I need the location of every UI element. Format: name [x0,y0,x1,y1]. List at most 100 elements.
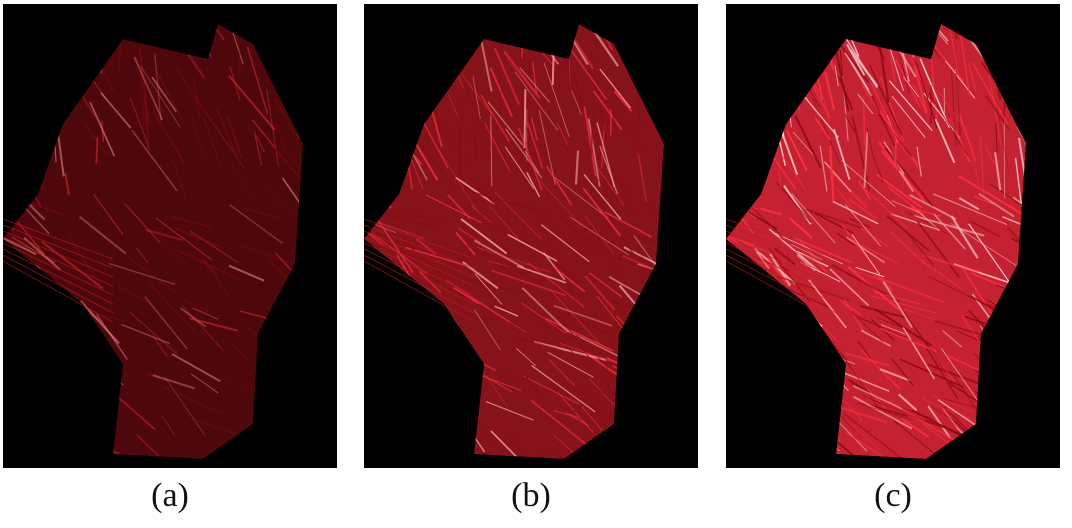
fiber-strand [32,48,36,106]
fiber-strand [530,399,588,447]
fiber-strand [144,296,188,350]
fiber-strand [1028,55,1031,129]
fiber-strand [1052,4,1056,14]
fiber-strand [23,237,61,271]
fiber-strand [726,171,731,220]
fiber-strand [527,261,585,308]
fiber-strand [554,176,609,219]
fiber-strand [958,197,980,211]
fiber-strand [729,409,759,422]
fiber-strand [3,394,31,409]
fiber-strand [259,418,291,454]
fiber-strand [491,269,566,296]
fiber-strand [864,188,909,230]
fiber-strand [756,24,788,26]
fiber-strand [490,430,526,459]
fiber-strand [17,422,38,435]
fiber-strand [843,413,904,459]
fiber-strand [364,301,402,319]
fiber-strand [1040,136,1053,170]
fiber-strand [401,24,436,45]
fiber-strand [3,157,5,201]
fiber-strand [435,24,464,88]
fiber-strand [433,370,453,390]
fiber-strand [636,4,669,12]
fiber-strand [271,24,286,26]
fiber-strand [649,24,664,51]
stray-fiber [726,248,837,305]
fiber-strand [742,305,778,351]
fiber-strand [419,59,432,118]
fiber-strand [947,111,960,146]
fiber-strand [606,224,664,248]
stray-fiber [3,230,114,278]
fiber-strand [563,218,588,245]
fiber-strand [523,229,560,259]
fiber-strand [590,4,641,22]
fiber-strand [422,38,451,77]
fiber-strand [500,89,518,118]
stray-fiber [726,236,837,287]
fiber-strand [364,206,397,234]
fiber-strand [981,4,986,21]
fiber-strand [879,109,919,168]
fiber-strand [775,232,844,265]
fiber-strand [651,361,664,371]
fiber-strand [425,24,452,34]
fiber-strand [853,395,913,430]
fiber-strand [1017,137,1026,193]
fiber-strand [258,405,277,429]
fiber-strand [136,434,160,457]
fiber-strand [726,332,739,351]
fiber-strand [402,321,428,331]
fiber-strand [100,92,132,129]
fiber-strand [171,353,221,383]
fiber-strand [858,180,872,200]
fiber-strand [78,215,127,255]
fiber-strand [759,24,791,28]
fiber-strand [533,340,607,362]
fiber-strand [726,114,738,161]
fiber-strand [987,24,991,34]
fiber-strand [851,116,871,191]
fiber-strand [630,336,664,355]
fiber-strand [675,274,693,301]
fiber-strand [474,239,524,269]
fiber-strand [516,265,567,284]
fiber-strand [668,57,683,102]
fiber-strand [273,97,300,144]
fiber-strand [3,128,6,202]
fiber-strand [273,393,303,441]
fiber-strand [928,275,988,306]
fiber-strand [521,287,569,333]
fiber-strand [959,4,967,14]
fiber-strand [228,160,264,216]
fiber-strand [457,68,492,115]
fiber-strand [726,420,759,456]
fiber-strand [15,335,69,381]
fiber-strand [977,408,996,427]
fiber-strand [164,376,206,436]
fiber-strand [807,355,831,378]
fiber-strand [553,434,576,455]
fiber-strand [364,303,390,317]
fiber-strand [857,93,874,115]
fiber-strand [1036,137,1059,181]
fiber-strand [798,47,814,83]
fiber-strand [281,177,303,215]
fiber-strand [494,192,542,240]
fiber-strand [189,230,239,263]
fiber-strand [587,118,601,187]
fiber-strand [726,321,758,352]
fiber-strand [395,344,434,390]
fiber-strand [726,338,775,367]
fiber-strand [856,402,913,421]
fiber-strand [191,119,206,163]
fiber-strand [829,268,870,307]
fiber-strand [860,329,892,347]
fiber-strand [10,391,42,434]
fiber-strand [994,152,1002,191]
fiber-strand [732,439,746,459]
caption-b: (b) [511,477,551,514]
fiber-strand [3,319,46,338]
